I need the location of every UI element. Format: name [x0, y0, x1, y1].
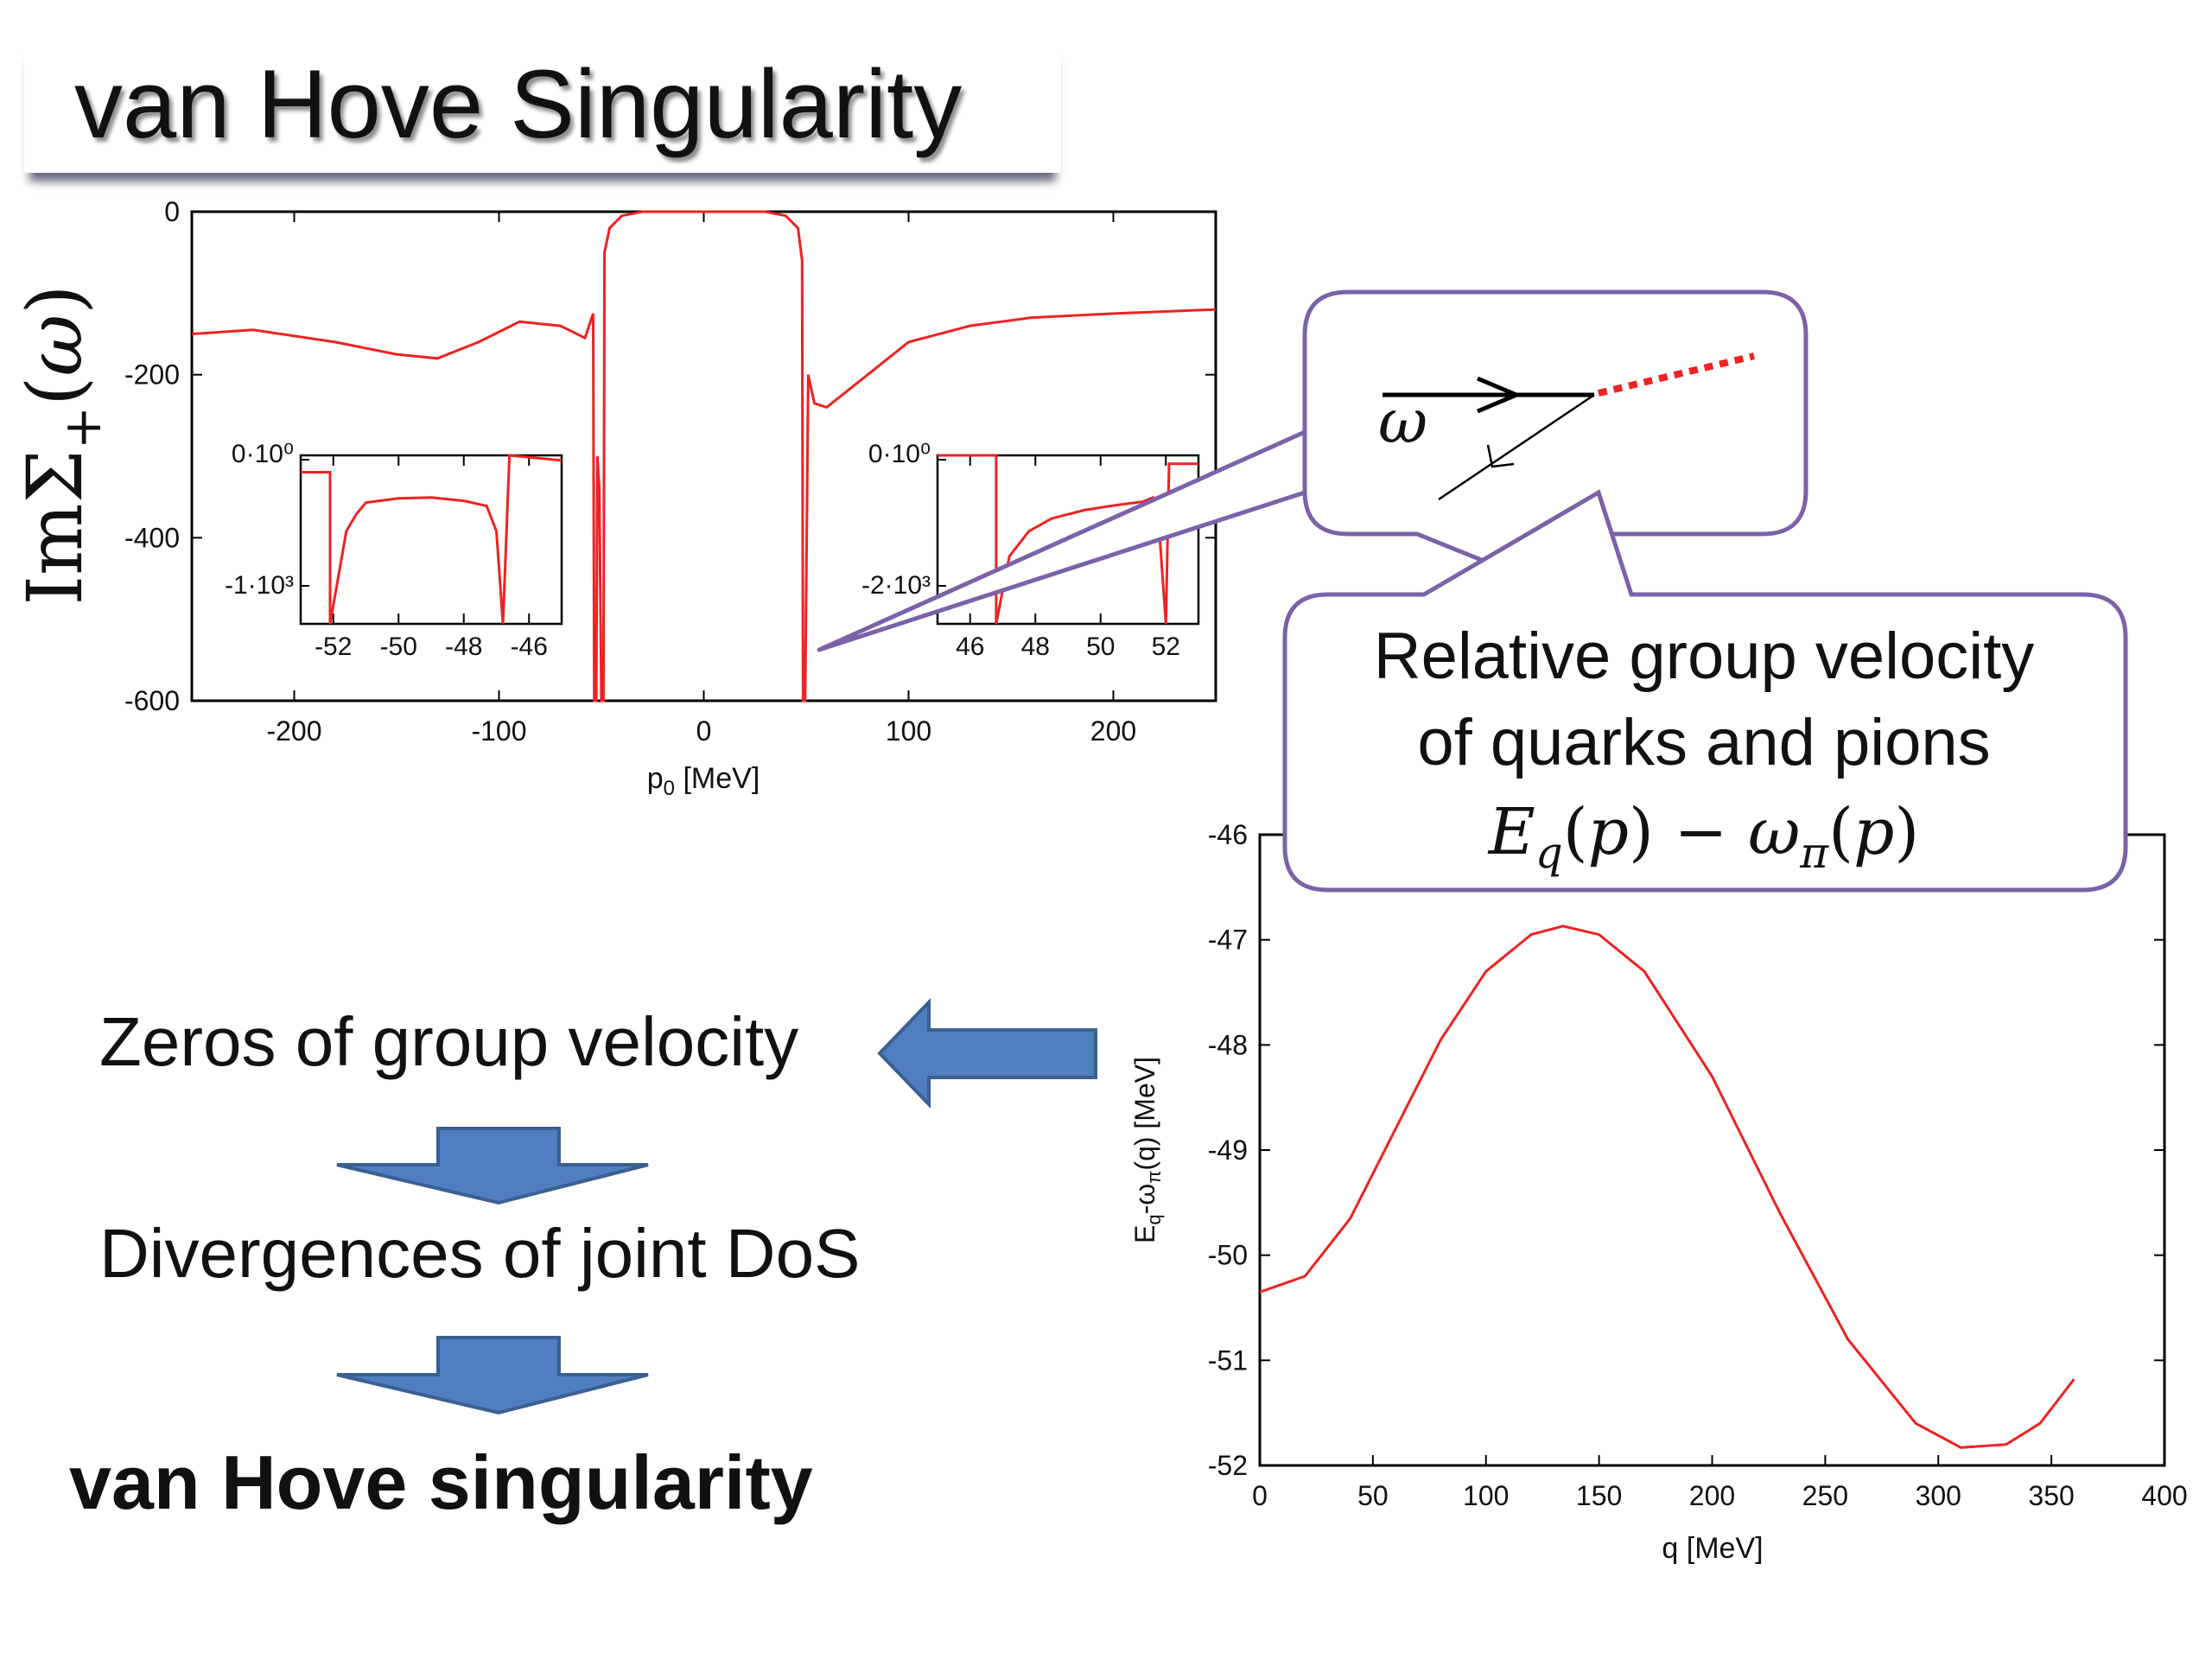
inset-left-x-tick-label: -48 — [445, 632, 482, 661]
main-chart-y-axis-label: ImΣ+(ω) — [10, 284, 113, 605]
dispersion-x-tick-label: 0 — [1252, 1480, 1268, 1511]
antiquark-line — [1438, 393, 1595, 501]
dispersion-y-tick-label: -50 — [1208, 1240, 1248, 1271]
inset-left-x-tick-label: -52 — [315, 632, 352, 661]
step-zeros-group-velocity: Zeros of group velocity — [99, 1003, 799, 1080]
antiquark-arrowhead — [1486, 444, 1515, 468]
dispersion-x-tick-label: 250 — [1802, 1480, 1848, 1511]
dispersion-x-tick-label: 200 — [1689, 1480, 1735, 1511]
inset-right-x-tick-label: 48 — [1021, 632, 1050, 661]
down-arrow-2 — [336, 1336, 649, 1415]
inset-left-series-line — [301, 454, 563, 625]
main-y-tick-label: 0 — [164, 196, 180, 227]
inset-left-x-tick-label: -46 — [511, 632, 548, 661]
callout-pointer — [817, 429, 1307, 652]
inset-left-y-tick-label: -1·10³ — [225, 571, 294, 600]
callout-text-line1: Relative group velocity — [1374, 620, 2035, 693]
inset-right-y-tick-label: -2·10³ — [861, 571, 931, 600]
text-callout: Relative group velocity of quarks and pi… — [1282, 489, 2128, 893]
dispersion-x-tick-label: 150 — [1576, 1480, 1622, 1511]
main-chart: -200 -100 0 100 200 -600 -400 -200 0 p0 [MeV] Im… — [10, 196, 1217, 800]
inset-right-series-line — [938, 454, 1198, 625]
inset-right-x-tick-label: 52 — [1152, 632, 1180, 661]
dispersion-y-axis-label: Eq-ωπ(q) [MeV] — [1129, 1057, 1165, 1243]
dispersion-x-axis-label: q [MeV] — [1662, 1532, 1763, 1565]
dispersion-x-tick-label: 300 — [1916, 1480, 1961, 1511]
dispersion-y-tick-label: -49 — [1208, 1135, 1248, 1166]
main-chart-x-axis-label: p0 [MeV] — [647, 762, 760, 800]
dispersion-y-tick-label: -47 — [1208, 925, 1248, 956]
inset-right-x-tick-label: 46 — [956, 632, 984, 661]
dispersion-x-tick-label: 400 — [2141, 1480, 2187, 1511]
slide-title: van Hove Singularity — [74, 50, 963, 158]
inset-chart-right: 46 48 50 52 0·10⁰ -2·10³ — [861, 440, 1200, 661]
main-chart-series-line — [191, 210, 1217, 702]
diagram-callout: ω — [1302, 289, 1808, 625]
dispersion-chart: 0 50 100 150 200 250 300 350 400 -52 -51 -50 -49 -48 -… — [1129, 819, 2188, 1565]
step-van-hove-singularity: van Hove singularity — [69, 1440, 813, 1525]
callout-text-line2: of quarks and pions — [1417, 706, 1990, 779]
main-x-tick-label: 100 — [886, 715, 931, 747]
main-x-tick-label: -100 — [471, 715, 526, 747]
quark-arrowhead — [1477, 376, 1522, 414]
main-x-tick-label: -200 — [266, 715, 321, 747]
main-y-tick-label: -200 — [124, 359, 180, 391]
omega-label: ω — [1378, 386, 1427, 457]
dispersion-x-tick-label: 50 — [1357, 1480, 1389, 1511]
step-divergences-joint-dos: Divergences of joint DoS — [99, 1215, 861, 1292]
inset-right-x-tick-label: 50 — [1086, 632, 1115, 661]
dispersion-y-tick-label: -52 — [1208, 1450, 1248, 1481]
left-arrow — [877, 998, 1097, 1109]
main-y-tick-label: -400 — [124, 522, 180, 553]
inset-left-y-tick-label: 0·10⁰ — [232, 440, 294, 468]
inset-left-x-tick-label: -50 — [380, 632, 417, 661]
dispersion-y-tick-label: -48 — [1208, 1029, 1248, 1060]
main-y-tick-label: -600 — [124, 685, 180, 716]
title-box: van Hove Singularity — [24, 41, 1061, 173]
dispersion-series-line — [1259, 925, 2075, 1449]
main-x-tick-label: 0 — [696, 715, 712, 747]
dispersion-chart-frame — [1258, 833, 2166, 1467]
dispersion-y-tick-label: -51 — [1208, 1344, 1248, 1376]
dispersion-x-tick-label: 100 — [1463, 1480, 1509, 1511]
main-x-tick-label: 200 — [1090, 715, 1136, 747]
down-arrow-1 — [336, 1127, 649, 1205]
inset-right-y-tick-label: 0·10⁰ — [868, 440, 931, 468]
pion-dashed-line — [1598, 353, 1755, 397]
dispersion-x-tick-label: 350 — [2028, 1480, 2074, 1511]
inset-chart-left: -52 -50 -48 -46 0·10⁰ -1·10³ — [225, 440, 563, 661]
dispersion-y-tick-label: -46 — [1208, 819, 1248, 850]
